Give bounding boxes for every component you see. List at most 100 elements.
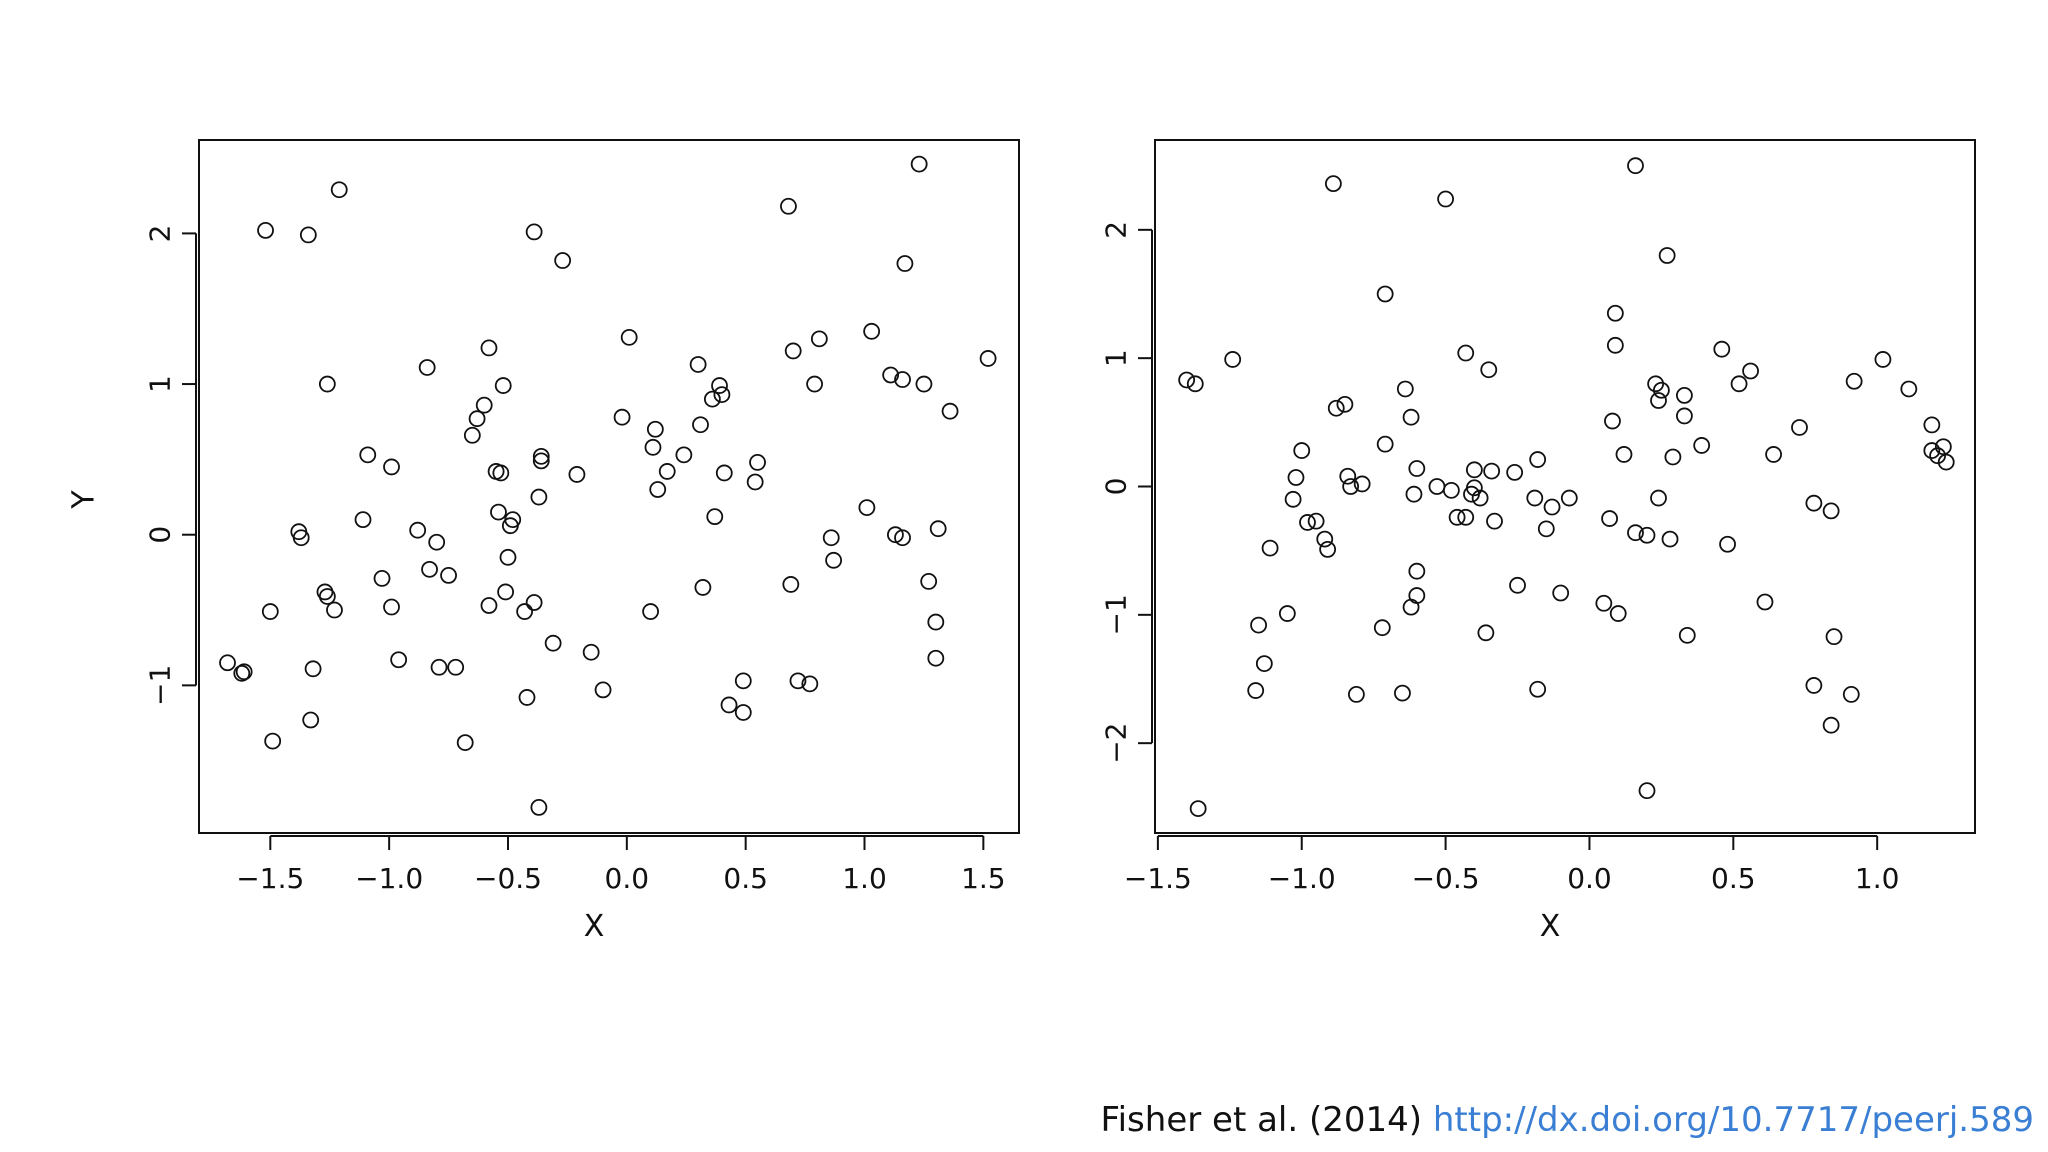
data-point xyxy=(568,466,586,483)
data-point xyxy=(1842,686,1860,703)
points-left xyxy=(219,155,997,816)
data-point xyxy=(1537,520,1555,538)
data-point xyxy=(920,573,938,590)
data-point xyxy=(749,453,766,471)
data-point xyxy=(713,386,731,404)
x-axis-left: −1.5 −1.0 −0.5 0.0 0.5 1.0 1.5 xyxy=(236,835,1006,895)
x-tick-label: 1.0 xyxy=(842,862,887,895)
data-point xyxy=(1595,594,1613,612)
data-point xyxy=(1661,530,1679,548)
data-point xyxy=(1189,800,1207,818)
data-point xyxy=(318,375,336,393)
data-point xyxy=(1822,502,1840,520)
citation: Fisher et al. (2014) http://dx.doi.org/1… xyxy=(1101,1100,2034,1140)
x-tick-label: −0.5 xyxy=(474,862,542,895)
data-point xyxy=(1560,489,1578,507)
data-point xyxy=(1693,437,1711,454)
x-tick-label: 0.5 xyxy=(723,862,768,895)
data-point xyxy=(1609,605,1627,622)
data-point xyxy=(257,221,274,239)
data-point xyxy=(1937,453,1955,471)
data-point xyxy=(1509,576,1526,594)
data-point xyxy=(1402,408,1420,426)
data-point xyxy=(694,579,712,596)
y-tick-label: 2 xyxy=(1100,221,1133,239)
data-point xyxy=(1923,442,1941,459)
data-point xyxy=(644,438,662,456)
data-point xyxy=(1471,489,1489,507)
data-point xyxy=(532,447,550,465)
data-point xyxy=(516,603,534,620)
data-point xyxy=(784,342,802,360)
data-point xyxy=(1319,540,1337,558)
data-point xyxy=(927,613,945,631)
data-point xyxy=(1261,539,1279,557)
data-point xyxy=(1442,481,1460,499)
data-point xyxy=(941,402,959,420)
data-point xyxy=(261,603,279,620)
data-point xyxy=(620,328,638,346)
data-point xyxy=(544,634,562,652)
data-point xyxy=(1394,684,1411,702)
data-point xyxy=(554,252,572,269)
data-point xyxy=(1324,175,1342,193)
data-point xyxy=(1293,442,1311,459)
data-point xyxy=(1373,619,1391,637)
data-point xyxy=(1327,399,1345,417)
data-point xyxy=(219,654,236,672)
data-point xyxy=(1529,451,1547,468)
data-point xyxy=(1448,508,1466,526)
y-axis-right: −2 −1 0 1 2 xyxy=(1100,221,1153,764)
x-tick-label: −0.5 xyxy=(1412,862,1480,895)
points-right xyxy=(1178,157,1955,818)
data-point xyxy=(1730,375,1748,393)
data-point xyxy=(1402,598,1420,616)
data-point xyxy=(299,226,317,244)
data-point xyxy=(492,464,510,482)
data-point xyxy=(894,529,911,547)
data-point xyxy=(1376,435,1394,453)
y-tick-label: 2 xyxy=(144,224,177,242)
citation-link[interactable]: http://dx.doi.org/10.7717/peerj.589 xyxy=(1432,1100,2034,1140)
data-point xyxy=(1408,460,1426,477)
data-point xyxy=(594,681,612,699)
data-point xyxy=(1676,407,1693,425)
data-point xyxy=(658,463,676,480)
data-point xyxy=(646,420,664,438)
data-point xyxy=(1627,524,1644,542)
data-point xyxy=(494,377,512,394)
data-point xyxy=(330,181,348,199)
y-tick-label: −1 xyxy=(1100,594,1133,635)
data-point xyxy=(1526,489,1544,507)
data-point xyxy=(1805,494,1823,512)
data-point xyxy=(613,408,631,426)
data-point xyxy=(1756,593,1774,611)
data-point xyxy=(1765,446,1782,463)
data-point xyxy=(1457,508,1475,526)
data-point xyxy=(1396,380,1414,398)
data-point xyxy=(463,426,481,444)
data-point xyxy=(720,696,738,714)
data-point xyxy=(1822,716,1840,734)
data-point xyxy=(1606,304,1624,322)
data-point xyxy=(1342,478,1360,495)
data-point xyxy=(1465,479,1483,497)
data-point xyxy=(1604,412,1621,430)
data-point xyxy=(1627,157,1644,175)
x-tick-label: 1.5 xyxy=(961,862,1006,895)
data-point xyxy=(1825,628,1843,646)
data-point xyxy=(302,711,320,729)
data-point xyxy=(1543,498,1561,516)
x-axis-right: −1.5 −1.0 −0.5 0.0 0.5 1.0 xyxy=(1124,835,1900,895)
data-point xyxy=(480,339,498,357)
data-point xyxy=(1601,510,1618,527)
data-point xyxy=(497,583,515,601)
x-tick-label: 1.0 xyxy=(1855,862,1900,895)
data-point xyxy=(383,458,400,476)
data-point xyxy=(1483,462,1501,480)
data-point xyxy=(1652,381,1670,399)
x-tick-label: 0.0 xyxy=(605,862,650,895)
data-point xyxy=(1638,526,1656,544)
data-point xyxy=(1353,475,1371,493)
